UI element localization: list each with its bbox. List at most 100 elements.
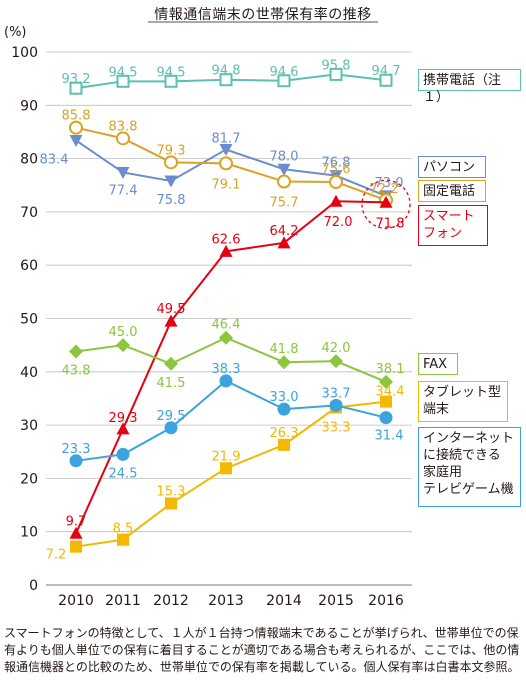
data-label: 7.2 xyxy=(46,548,67,563)
y-tick-label: 30 xyxy=(20,418,38,434)
legend-item: 固定電話 xyxy=(418,180,486,202)
data-label: 41.5 xyxy=(157,376,186,391)
data-point xyxy=(164,356,178,371)
chart-title: 情報通信端末の世帯保有率の推移 xyxy=(154,7,372,23)
axes: 0 10 20 30 40 50 60 70 80 90 100 (%) 2010 2011 2012 201… xyxy=(4,25,404,609)
data-point xyxy=(116,422,130,435)
data-point xyxy=(379,374,393,389)
legend-item: 携帯電話（注１） xyxy=(418,69,521,105)
data-point xyxy=(116,74,130,88)
footnote: スマートフォンの特徴として、１人が１台持つ情報端末であることが挙げられ、世帯単位… xyxy=(4,626,520,674)
data-label: 21.9 xyxy=(212,449,241,464)
data-point xyxy=(329,175,343,190)
x-tick-label: 2016 xyxy=(368,593,404,609)
data-point xyxy=(219,244,233,257)
data-point xyxy=(277,163,291,176)
data-label: 31.4 xyxy=(375,429,404,444)
data-point xyxy=(164,421,178,435)
data-label: 45.0 xyxy=(109,325,138,340)
data-label: 94.5 xyxy=(109,65,138,80)
data-label: 75.7 xyxy=(270,196,299,211)
data-label: 85.8 xyxy=(62,109,91,124)
y-axis-label: (%) xyxy=(4,25,27,40)
data-point xyxy=(69,120,83,135)
data-point xyxy=(164,175,178,188)
data-point xyxy=(220,462,232,475)
y-tick-label: 100 xyxy=(11,45,38,61)
data-label: 79.1 xyxy=(212,177,241,192)
data-label: 93.2 xyxy=(62,72,91,87)
data-label: 62.6 xyxy=(212,232,241,247)
data-point xyxy=(329,67,343,81)
data-label: 81.7 xyxy=(212,132,241,147)
data-point xyxy=(219,374,233,388)
data-point xyxy=(164,314,178,327)
data-label: 75.8 xyxy=(157,193,186,208)
data-point xyxy=(165,497,177,510)
data-point xyxy=(69,344,83,359)
data-label: 94.8 xyxy=(212,64,241,79)
data-label: 73.0 xyxy=(375,176,404,191)
y-tick-label: 10 xyxy=(20,525,38,541)
data-labels: 93.2 94.5 94.5 94.8 94.6 95.8 94.7 83.4 77.4 75.8… xyxy=(40,58,405,562)
annotations xyxy=(361,179,411,229)
data-label: 29.5 xyxy=(157,409,186,424)
data-point xyxy=(164,74,178,88)
data-label: 83.4 xyxy=(40,152,69,167)
data-label: 72.2 xyxy=(370,182,399,197)
data-point xyxy=(219,144,233,157)
data-point xyxy=(219,330,233,345)
data-label: 26.3 xyxy=(270,426,299,441)
data-label: 24.5 xyxy=(109,466,138,481)
data-point xyxy=(277,355,291,370)
data-label: 77.4 xyxy=(109,183,138,198)
x-tick-label: 2013 xyxy=(208,593,244,609)
data-label: 79.3 xyxy=(157,143,186,158)
legend-item: スマート フォン xyxy=(418,205,488,246)
data-label: 43.8 xyxy=(62,364,91,379)
data-point xyxy=(117,533,129,546)
data-label: 29.3 xyxy=(109,411,138,426)
data-point xyxy=(219,156,233,171)
data-label: 38.1 xyxy=(376,362,405,377)
data-label: 94.6 xyxy=(270,65,299,80)
x-tick-label: 2012 xyxy=(153,593,189,609)
data-label: 78.0 xyxy=(270,149,299,164)
data-label: 71.8 xyxy=(376,216,405,231)
y-tick-label: 70 xyxy=(20,205,38,221)
y-tick-label: 0 xyxy=(29,578,38,594)
data-point xyxy=(379,73,393,87)
data-label: 8.5 xyxy=(113,522,134,537)
highlight-circle xyxy=(361,179,411,229)
data-label: 75.6 xyxy=(322,162,351,177)
data-label: 33.0 xyxy=(270,390,299,405)
data-point xyxy=(116,131,130,146)
data-point xyxy=(277,174,291,189)
legend-item: パソコン xyxy=(418,156,486,178)
x-tick-label: 2010 xyxy=(58,593,94,609)
legend-item: FAX xyxy=(418,353,458,375)
data-point xyxy=(116,338,130,353)
data-label: 41.8 xyxy=(270,342,299,357)
data-point xyxy=(116,166,130,179)
y-tick-label: 60 xyxy=(20,258,38,274)
data-point xyxy=(277,236,291,249)
data-point xyxy=(277,74,291,88)
data-label: 33.3 xyxy=(322,421,351,436)
data-point xyxy=(164,155,178,170)
data-label: 38.3 xyxy=(212,362,241,377)
legend-item: インターネット に接続できる 家庭用 テレビゲーム機 xyxy=(418,427,521,507)
series-layer xyxy=(69,67,393,553)
data-label: 94.7 xyxy=(372,64,401,79)
data-label: 23.3 xyxy=(62,442,91,457)
data-point xyxy=(219,73,233,87)
data-point xyxy=(69,81,83,95)
y-tick-label: 20 xyxy=(20,471,38,487)
data-label: 72.0 xyxy=(324,215,353,230)
data-point xyxy=(69,134,83,147)
data-point xyxy=(379,411,393,425)
x-tick-label: 2015 xyxy=(318,593,354,609)
data-label: 64.2 xyxy=(270,224,299,239)
y-tick-label: 50 xyxy=(20,312,38,328)
